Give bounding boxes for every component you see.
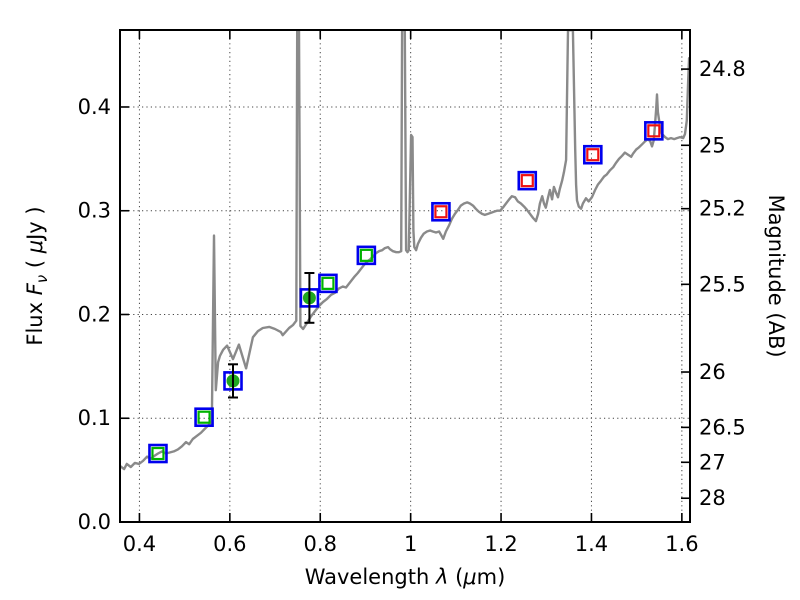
axes-frame: [119, 29, 691, 523]
x-tick-label: 0.8: [304, 532, 337, 556]
y-tick-label-right: 27: [699, 450, 726, 474]
plot-area: 0.4 0.6 0.8 1 1.2 1.4 1.6 0.0 0.1 0.2 0.3 0.4 24.8 25…: [78, 30, 746, 556]
x-tick-label: 1.2: [484, 532, 517, 556]
x-axis-title: Wavelength λ (μm): [305, 565, 506, 589]
x-tick-label: 1: [404, 532, 417, 556]
photometry-blue-squares: [517, 170, 538, 191]
photometry-blue-squares: [583, 144, 603, 165]
y-axis-title-right: Magnitude (AB): [764, 194, 788, 357]
y-tick-label-left: 0.4: [78, 95, 111, 119]
photometry-blue-squares: [644, 121, 664, 141]
photometry-blue-squares: [148, 443, 168, 464]
y-tick-label-right: 25.2: [699, 197, 746, 221]
photometry-blue-squares: [318, 273, 338, 294]
spectrum-line: [120, 30, 690, 471]
photometry-green-squares: [197, 410, 211, 424]
y-axis-title-left: Flux Fν ( μJy ): [23, 206, 51, 345]
y-tick-label-right: 26: [699, 360, 726, 384]
photometry-green-squares: [151, 446, 165, 461]
photometry-red-squares: [647, 124, 661, 138]
photometry-green-squares: [321, 276, 335, 290]
x-tick-label: 0.6: [213, 532, 246, 556]
x-tick-label: 1.6: [665, 532, 698, 556]
y-tick-label-right: 24.8: [699, 57, 746, 81]
photometry-blue-squares: [356, 245, 377, 266]
y-tick-label-right: 25: [699, 133, 726, 157]
x-tick-label: 0.4: [123, 532, 156, 556]
photometry-red-squares: [586, 148, 600, 162]
y-tick-label-right: 26.5: [699, 415, 746, 439]
y-tick-label-right: 28: [699, 486, 726, 510]
photometry-blue-squares: [194, 407, 214, 428]
y-tick-label-left: 0.0: [78, 510, 111, 534]
photometry-red-squares: [434, 205, 448, 219]
y-tick-label-left: 0.3: [78, 199, 111, 223]
photometry-blue-squares: [431, 201, 451, 222]
x-tick-label: 1.4: [575, 532, 608, 556]
photometry-red-squares: [520, 174, 534, 188]
y-tick-label-left: 0.1: [78, 406, 111, 430]
y-tick-label-left: 0.2: [78, 302, 111, 326]
y-tick-label-right: 25.5: [699, 272, 746, 296]
photometry-green-squares: [359, 248, 373, 262]
